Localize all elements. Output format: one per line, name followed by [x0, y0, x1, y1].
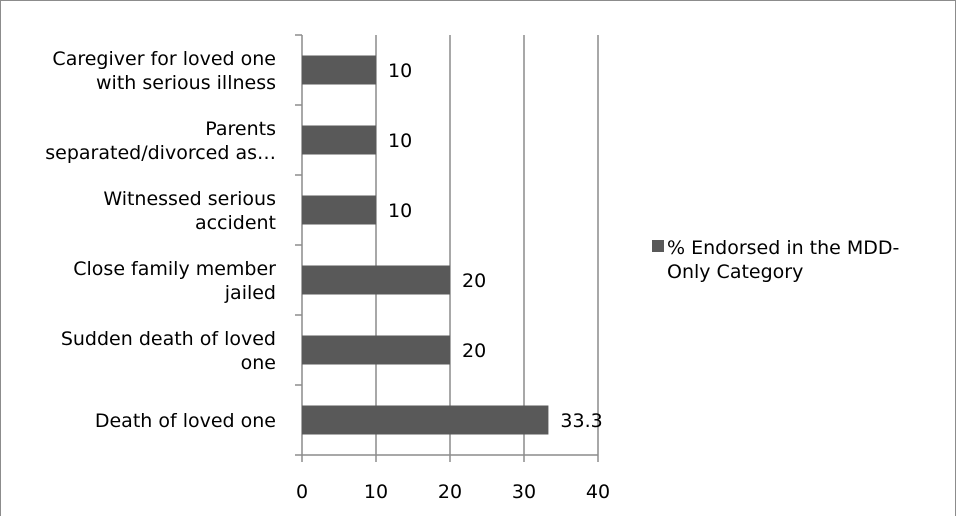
bar-2	[302, 265, 450, 295]
category-label: accident	[195, 212, 276, 234]
x-tick-label-30: 30	[512, 481, 536, 503]
legend-label: Only Category	[667, 261, 803, 283]
bar-3	[302, 195, 376, 225]
data-label-5: 10	[388, 60, 412, 82]
category-label: one	[241, 352, 276, 374]
category-label: Sudden death of loved	[61, 328, 276, 350]
bar-0	[302, 405, 549, 435]
category-label: with serious illness	[96, 72, 276, 94]
bar-5	[302, 55, 376, 85]
data-label-2: 20	[462, 270, 486, 292]
x-tick-label-10: 10	[364, 481, 388, 503]
category-label: Close family member	[73, 258, 276, 280]
category-label: Caregiver for loved one	[52, 48, 276, 70]
category-label: Witnessed serious	[103, 188, 276, 210]
data-label-0: 33.3	[560, 410, 602, 432]
data-label-4: 10	[388, 130, 412, 152]
data-label-3: 10	[388, 200, 412, 222]
x-tick-label-40: 40	[586, 481, 610, 503]
bar-1	[302, 335, 450, 365]
x-tick-label-20: 20	[438, 481, 462, 503]
category-label: Parents	[205, 118, 276, 140]
category-label: jailed	[224, 282, 276, 304]
legend-swatch	[652, 240, 664, 252]
category-label: separated/divorced as…	[45, 142, 276, 164]
legend-label: % Endorsed in the MDD-	[667, 237, 899, 259]
category-label: Death of loved one	[95, 410, 276, 432]
bar-4	[302, 125, 376, 155]
data-label-1: 20	[462, 340, 486, 362]
x-tick-label-0: 0	[296, 481, 308, 503]
